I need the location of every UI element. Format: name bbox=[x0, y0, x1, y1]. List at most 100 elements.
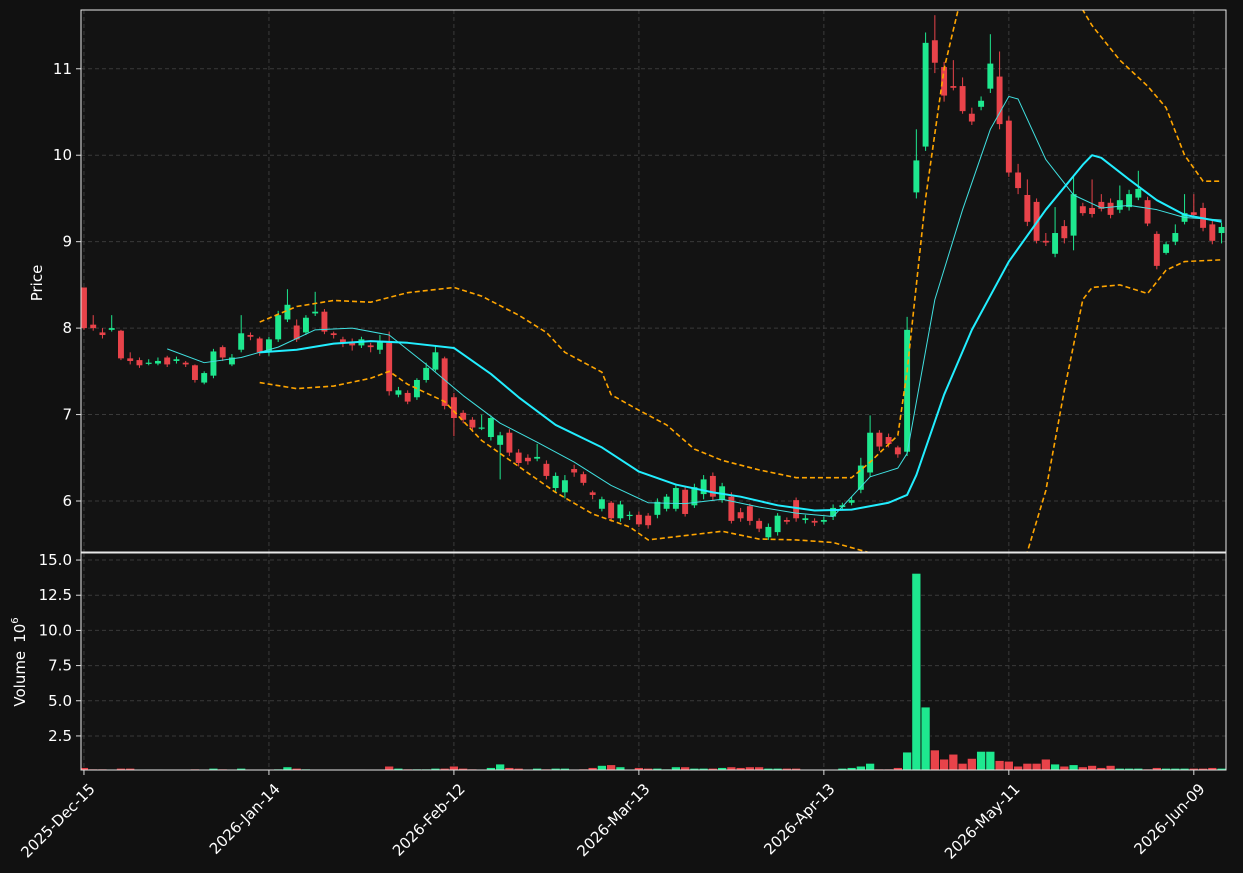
price-panel bbox=[81, 10, 1226, 552]
volume-bar bbox=[930, 749, 940, 770]
overlay-line bbox=[259, 10, 1222, 479]
price-plot bbox=[81, 10, 1225, 552]
candle-body bbox=[302, 317, 309, 333]
volume-tick-label: 12.5 bbox=[39, 586, 72, 604]
candle-body bbox=[201, 373, 208, 383]
candle-body bbox=[793, 500, 800, 519]
volume-bar bbox=[717, 767, 727, 770]
y-tick-label: 10 bbox=[53, 146, 72, 164]
candle-body bbox=[635, 514, 642, 525]
candle-body bbox=[968, 113, 975, 122]
volume-bar bbox=[846, 767, 857, 770]
candle-body bbox=[598, 499, 605, 509]
candle-body bbox=[182, 362, 189, 365]
y-tick-label: 11 bbox=[53, 60, 72, 78]
candle-body bbox=[552, 475, 559, 489]
volume-frame bbox=[80, 552, 1227, 771]
candle-body bbox=[1070, 194, 1077, 236]
candle-body bbox=[589, 492, 596, 495]
volume-bar bbox=[911, 573, 922, 770]
candle-body bbox=[931, 40, 938, 63]
volume-tick-label: 15.0 bbox=[39, 551, 72, 569]
y-tick-label: 6 bbox=[62, 492, 72, 510]
overlay-line bbox=[259, 259, 1222, 552]
candle-body bbox=[1005, 120, 1012, 173]
candle-body bbox=[543, 463, 550, 476]
candle-body bbox=[885, 437, 892, 444]
candle-body bbox=[524, 457, 531, 462]
candle-body bbox=[617, 504, 624, 519]
candle-body bbox=[571, 469, 578, 473]
volume-bar bbox=[606, 764, 616, 770]
candle-body bbox=[1135, 188, 1142, 198]
volume-bar bbox=[1152, 767, 1162, 770]
candle-body bbox=[1116, 200, 1123, 210]
volume-bar bbox=[1022, 763, 1033, 770]
candle-body bbox=[876, 432, 883, 447]
candle-body bbox=[654, 501, 661, 515]
candle-body bbox=[117, 330, 124, 359]
candle-body bbox=[349, 342, 356, 346]
candle-body bbox=[478, 427, 485, 429]
candle-body bbox=[534, 456, 541, 459]
candle-body bbox=[145, 362, 152, 364]
volume-bar bbox=[1207, 767, 1218, 770]
candle-body bbox=[756, 520, 763, 529]
candle-body bbox=[1098, 201, 1105, 209]
candle-body bbox=[894, 447, 901, 455]
candle-body bbox=[423, 367, 430, 380]
volume-bar bbox=[948, 753, 959, 770]
candle-body bbox=[376, 341, 383, 350]
volume-bar bbox=[902, 751, 912, 770]
candle-body bbox=[950, 86, 957, 88]
candle-body bbox=[811, 520, 818, 523]
candle-body bbox=[404, 392, 411, 402]
volume-bar bbox=[495, 763, 505, 770]
candle-body bbox=[191, 365, 198, 380]
y-axis-label: Price bbox=[28, 265, 46, 302]
candle-body bbox=[219, 347, 226, 358]
candle-body bbox=[330, 333, 337, 336]
candle-body bbox=[1172, 233, 1179, 242]
candle-body bbox=[1015, 172, 1022, 189]
volume-bar bbox=[1031, 763, 1042, 770]
candle-body bbox=[1218, 226, 1225, 234]
candle-body bbox=[783, 520, 790, 522]
volume-panel bbox=[81, 553, 1226, 770]
y-tick-label: 7 bbox=[62, 406, 72, 424]
candle-body bbox=[1079, 206, 1086, 214]
candle-body bbox=[774, 515, 781, 533]
candle-body bbox=[737, 512, 744, 519]
y-tick-label: 8 bbox=[62, 319, 72, 337]
volume-bar bbox=[1068, 764, 1079, 770]
volume-bar bbox=[504, 767, 515, 770]
candle-body bbox=[293, 325, 300, 340]
candle-body bbox=[830, 507, 837, 517]
candle-body bbox=[515, 452, 522, 463]
candle-body bbox=[1107, 202, 1114, 215]
candle-body bbox=[265, 339, 272, 353]
candle-body bbox=[691, 487, 698, 506]
grid bbox=[81, 10, 1226, 770]
volume-bar bbox=[1087, 765, 1097, 770]
candle-body bbox=[700, 479, 707, 495]
candle-body bbox=[1209, 224, 1216, 241]
volume-bar bbox=[587, 767, 598, 770]
candle-body bbox=[441, 358, 448, 406]
volume-bar bbox=[486, 767, 496, 770]
candle-body bbox=[820, 520, 827, 522]
volume-bar bbox=[939, 758, 949, 770]
candle-body bbox=[450, 397, 457, 419]
candle-body bbox=[469, 419, 476, 428]
candle-body bbox=[561, 480, 568, 493]
volume-bar bbox=[865, 763, 875, 770]
candle-body bbox=[608, 502, 615, 519]
volume-bar bbox=[976, 751, 986, 770]
volume-bar bbox=[1013, 765, 1023, 770]
volume-tick-label: 7.5 bbox=[48, 657, 72, 675]
candle-body bbox=[81, 287, 87, 329]
candle-body bbox=[395, 390, 402, 395]
candle-body bbox=[672, 488, 679, 509]
volume-bar bbox=[81, 767, 89, 770]
candle-body bbox=[154, 360, 161, 364]
